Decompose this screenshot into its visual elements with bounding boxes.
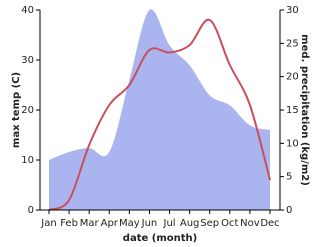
x-tick-label: Jul — [163, 218, 176, 229]
temp-line — [48, 18, 271, 211]
x-tick-label: May — [119, 218, 140, 229]
x-tick-label: Dec — [260, 218, 279, 229]
x-tick-label: Sep — [200, 218, 219, 229]
x-tick-label: Jun — [141, 218, 158, 229]
x-tick-label: Feb — [60, 218, 78, 229]
y-axis-label: max temp (C) — [11, 72, 22, 148]
x-tick-label: Oct — [221, 218, 238, 229]
x-axis-label: date (month) — [123, 233, 197, 244]
y-tick-label: 40 — [21, 5, 34, 16]
x-tick-label: Apr — [101, 218, 119, 229]
y-tick-label: 20 — [21, 105, 34, 116]
y2-axis-label: med. precipitation (kg/m2) — [299, 34, 310, 186]
x-tick-label: Jan — [40, 218, 56, 229]
y2-tick-label: 30 — [286, 5, 299, 16]
y2-tick-label: 5 — [286, 172, 292, 183]
y2-tick-label: 20 — [286, 72, 299, 83]
y2-tick-label: 15 — [286, 105, 299, 116]
precipitation-area — [49, 9, 270, 211]
y-tick-label: 0 — [28, 205, 34, 216]
x-tick-label: Mar — [80, 218, 100, 229]
y2-tick-label: 10 — [286, 138, 299, 149]
x-tick-label: Aug — [180, 218, 200, 229]
y-tick-label: 30 — [21, 55, 34, 66]
y-tick-label: 10 — [21, 155, 34, 166]
x-tick-label: Nov — [240, 218, 260, 229]
y2-tick-label: 25 — [286, 38, 299, 49]
y2-tick-label: 0 — [286, 205, 292, 216]
